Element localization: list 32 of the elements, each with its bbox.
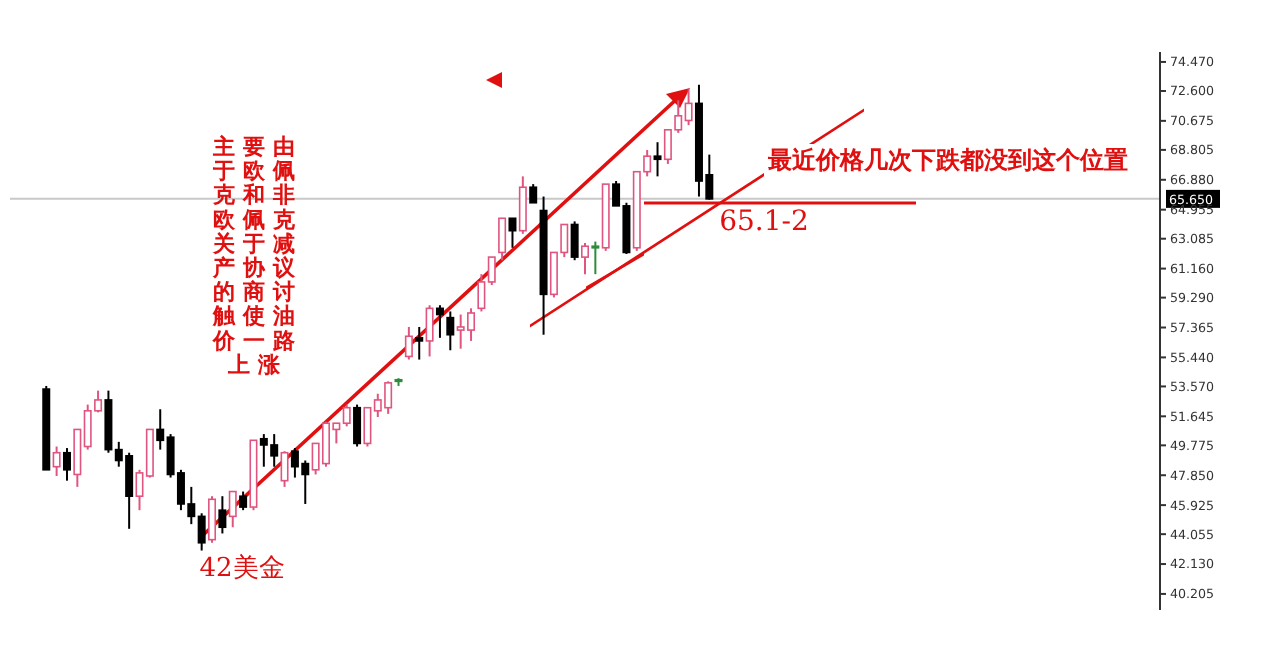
candlestick (529, 183, 538, 204)
candlestick (653, 141, 662, 178)
annotation: 42美金 (199, 554, 285, 584)
annotation: 65.1-2 (719, 206, 809, 238)
candlestick (208, 495, 217, 544)
annotation: 上涨 (228, 351, 288, 378)
candlestick (508, 217, 517, 249)
candlestick (353, 403, 362, 448)
annotation: 触使油 (213, 303, 303, 330)
annotation: 欧佩克 (213, 206, 303, 233)
candlestick (435, 304, 444, 339)
candlestick (498, 217, 507, 262)
candlestick (425, 304, 434, 358)
annotation: 的商讨 (213, 279, 303, 306)
candlestick (570, 220, 579, 262)
annotation: 关于减 (213, 230, 303, 257)
candlestick (62, 447, 71, 482)
candlestick (228, 490, 237, 529)
annotation: 价一路 (213, 327, 303, 354)
candlestick (52, 445, 61, 478)
annotation: 克和非 (213, 182, 303, 209)
candlestick (446, 310, 455, 352)
annotation: 最近价格几次下跌都没到这个位置 (768, 146, 1128, 174)
candlestick (239, 490, 248, 512)
annotation: 主要由 (213, 134, 303, 160)
candlestick (218, 495, 227, 535)
annotation: 于欧佩 (213, 158, 303, 185)
candlestick (415, 325, 424, 361)
candlestick (518, 175, 527, 235)
candlestick (280, 450, 289, 488)
annotation: 产协议 (213, 255, 303, 281)
candlestick (404, 325, 413, 361)
